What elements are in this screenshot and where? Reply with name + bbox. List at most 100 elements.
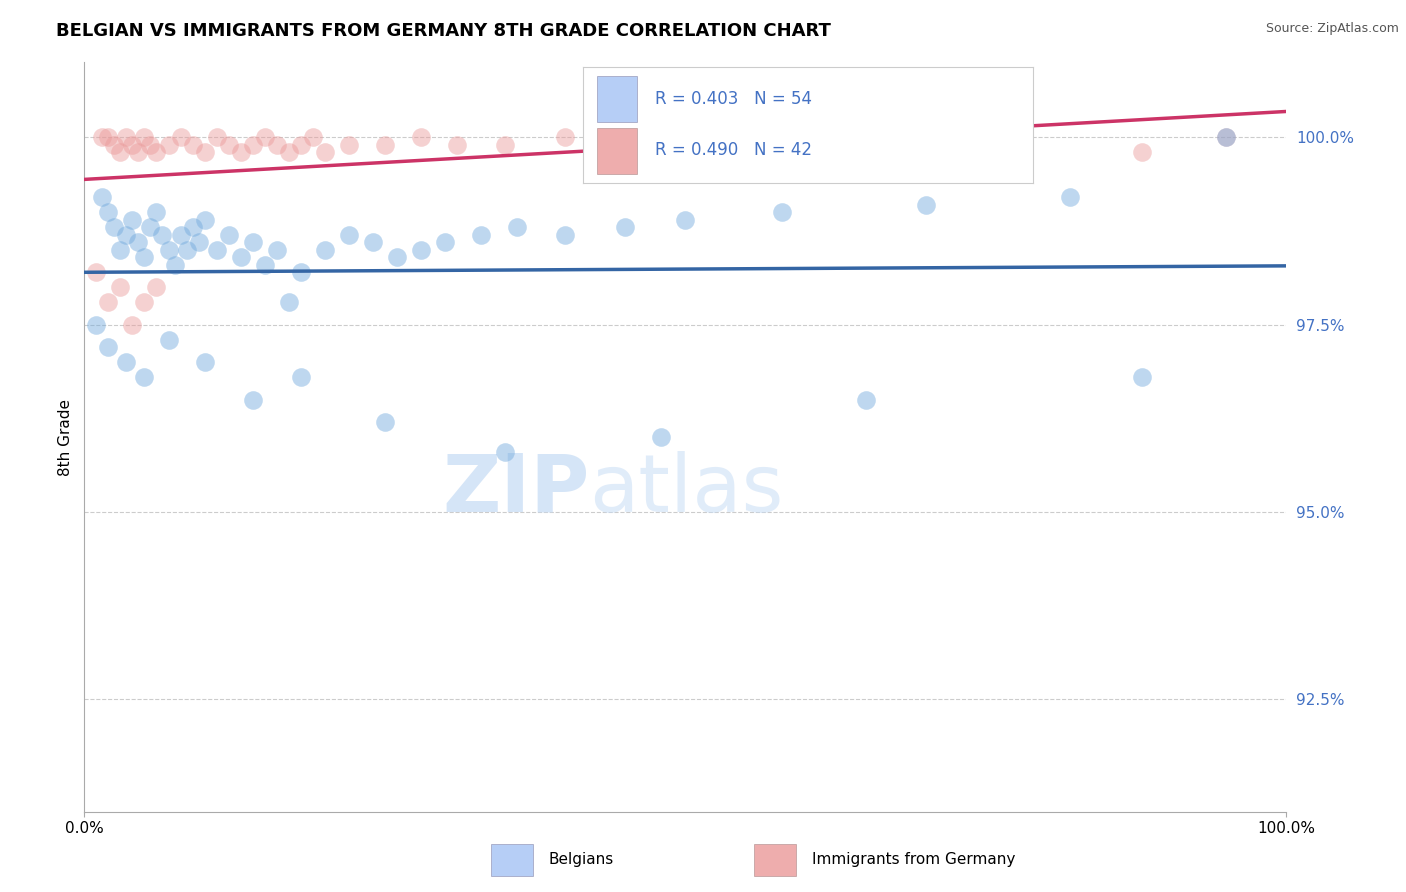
Point xyxy=(97,205,120,219)
Point xyxy=(290,370,312,384)
Point xyxy=(1059,190,1081,204)
Point xyxy=(145,145,167,160)
Point xyxy=(554,227,576,242)
Point xyxy=(1215,130,1237,145)
Point xyxy=(91,190,114,204)
Point xyxy=(301,130,323,145)
Point xyxy=(1215,130,1237,145)
Point xyxy=(115,227,138,242)
Point xyxy=(218,137,240,152)
Point xyxy=(915,198,938,212)
Point xyxy=(506,220,529,235)
Point xyxy=(97,340,120,354)
Point xyxy=(187,235,209,250)
Point xyxy=(409,243,432,257)
Point xyxy=(337,227,360,242)
Point xyxy=(650,430,672,444)
Point xyxy=(554,130,576,145)
Point xyxy=(446,137,468,152)
Point xyxy=(169,227,191,242)
Point xyxy=(266,137,288,152)
Point xyxy=(675,212,697,227)
Point xyxy=(121,318,143,332)
Point xyxy=(110,280,132,294)
Point xyxy=(134,295,156,310)
Point xyxy=(194,355,217,369)
Point xyxy=(103,220,125,235)
Point xyxy=(277,295,299,310)
Point xyxy=(314,145,336,160)
Point xyxy=(134,130,156,145)
Point xyxy=(110,243,132,257)
Point xyxy=(86,318,108,332)
Point xyxy=(205,243,228,257)
Point xyxy=(855,137,877,152)
Text: Source: ZipAtlas.com: Source: ZipAtlas.com xyxy=(1265,22,1399,36)
Point xyxy=(314,243,336,257)
Point xyxy=(97,295,120,310)
Point xyxy=(229,250,252,264)
Point xyxy=(157,137,180,152)
Point xyxy=(242,392,264,407)
Point xyxy=(1011,130,1033,145)
Point xyxy=(205,130,228,145)
Text: BELGIAN VS IMMIGRANTS FROM GERMANY 8TH GRADE CORRELATION CHART: BELGIAN VS IMMIGRANTS FROM GERMANY 8TH G… xyxy=(56,22,831,40)
Point xyxy=(176,243,198,257)
Point xyxy=(134,250,156,264)
Point xyxy=(494,445,516,459)
Text: Belgians: Belgians xyxy=(548,852,614,867)
Text: atlas: atlas xyxy=(589,450,783,529)
Point xyxy=(242,235,264,250)
Point xyxy=(385,250,408,264)
Point xyxy=(409,130,432,145)
Point xyxy=(181,137,204,152)
Point xyxy=(494,137,516,152)
Point xyxy=(169,130,191,145)
Point xyxy=(361,235,384,250)
Point xyxy=(121,137,143,152)
Point xyxy=(163,258,186,272)
Text: ZIP: ZIP xyxy=(441,450,589,529)
Point xyxy=(855,392,877,407)
Text: Immigrants from Germany: Immigrants from Germany xyxy=(811,852,1015,867)
Point xyxy=(157,243,180,257)
Point xyxy=(266,243,288,257)
Point xyxy=(145,280,167,294)
Text: R = 0.403   N = 54: R = 0.403 N = 54 xyxy=(655,90,813,108)
Point xyxy=(194,145,217,160)
Point xyxy=(434,235,457,250)
Bar xyxy=(491,844,533,876)
Bar xyxy=(598,128,637,174)
Point xyxy=(127,235,149,250)
Point xyxy=(253,258,276,272)
Point xyxy=(181,220,204,235)
Point xyxy=(253,130,276,145)
Point xyxy=(374,415,396,429)
Point xyxy=(152,227,174,242)
Point xyxy=(86,265,108,279)
Point xyxy=(134,370,156,384)
Point xyxy=(127,145,149,160)
Point xyxy=(1130,370,1153,384)
Point xyxy=(145,205,167,219)
Text: R = 0.490   N = 42: R = 0.490 N = 42 xyxy=(655,142,813,160)
Point xyxy=(115,355,138,369)
Point xyxy=(470,227,492,242)
Point xyxy=(121,212,143,227)
Point xyxy=(290,137,312,152)
Point xyxy=(242,137,264,152)
Point xyxy=(290,265,312,279)
Point xyxy=(614,220,637,235)
Point xyxy=(139,137,162,152)
Bar xyxy=(598,76,637,122)
Point xyxy=(103,137,125,152)
Point xyxy=(139,220,162,235)
Point xyxy=(110,145,132,160)
Point xyxy=(229,145,252,160)
Point xyxy=(626,137,648,152)
Point xyxy=(374,137,396,152)
Point xyxy=(734,130,756,145)
Point xyxy=(194,212,217,227)
Bar xyxy=(754,844,796,876)
Y-axis label: 8th Grade: 8th Grade xyxy=(58,399,73,475)
